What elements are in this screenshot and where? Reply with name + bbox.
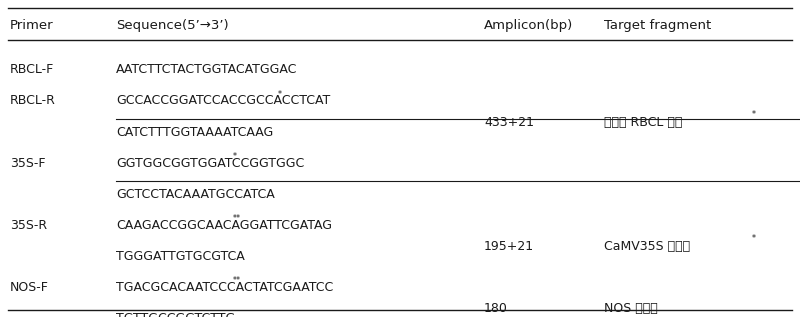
Text: TGACGCACAATCCCACTATCGAATCC: TGACGCACAATCCCACTATCGAATCC xyxy=(116,281,334,294)
Text: TGGGATTGTGCGTCA: TGGGATTGTGCGTCA xyxy=(116,250,245,263)
Text: 35S-F: 35S-F xyxy=(10,157,45,170)
Text: 180: 180 xyxy=(484,302,508,315)
Text: GCTCCTACAAATGCCATCA: GCTCCTACAAATGCCATCA xyxy=(116,188,274,201)
Text: **: ** xyxy=(233,276,241,285)
Text: Sequence(5’→3’): Sequence(5’→3’) xyxy=(116,19,229,32)
Text: Target fragment: Target fragment xyxy=(604,19,711,32)
Text: 195+21: 195+21 xyxy=(484,240,534,253)
Text: GCCACCGGATCCACCGCCACCTCAT: GCCACCGGATCCACCGCCACCTCAT xyxy=(116,94,330,107)
Text: TGTTGCCGGTCTTG: TGTTGCCGGTCTTG xyxy=(116,312,235,317)
Text: *: * xyxy=(278,90,282,99)
Text: CAAGACCGGCAACAGGATTCGATAG: CAAGACCGGCAACAGGATTCGATAG xyxy=(116,219,332,232)
Text: GGTGGCGGTGGATCCGGTGGC: GGTGGCGGTGGATCCGGTGGC xyxy=(116,157,304,170)
Text: CATCTTTGGTAAAATCAAG: CATCTTTGGTAAAATCAAG xyxy=(116,126,274,139)
Text: NOS 终止子: NOS 终止子 xyxy=(604,302,658,315)
Text: RBCL-F: RBCL-F xyxy=(10,63,54,76)
Text: 叶绿体 RBCL 基因: 叶绿体 RBCL 基因 xyxy=(604,116,682,129)
Text: Primer: Primer xyxy=(10,19,54,32)
Text: 35S-R: 35S-R xyxy=(10,219,46,232)
Text: **: ** xyxy=(233,214,241,223)
Text: *: * xyxy=(233,152,237,161)
Text: AATCTTCTACTGGTACATGGAC: AATCTTCTACTGGTACATGGAC xyxy=(116,63,298,76)
Text: *: * xyxy=(752,234,756,243)
Text: RBCL-R: RBCL-R xyxy=(10,94,55,107)
Text: CaMV35S 启动子: CaMV35S 启动子 xyxy=(604,240,690,253)
Text: 433+21: 433+21 xyxy=(484,116,534,129)
Text: *: * xyxy=(752,110,756,119)
Text: NOS-F: NOS-F xyxy=(10,281,49,294)
Text: Amplicon(bp): Amplicon(bp) xyxy=(484,19,574,32)
